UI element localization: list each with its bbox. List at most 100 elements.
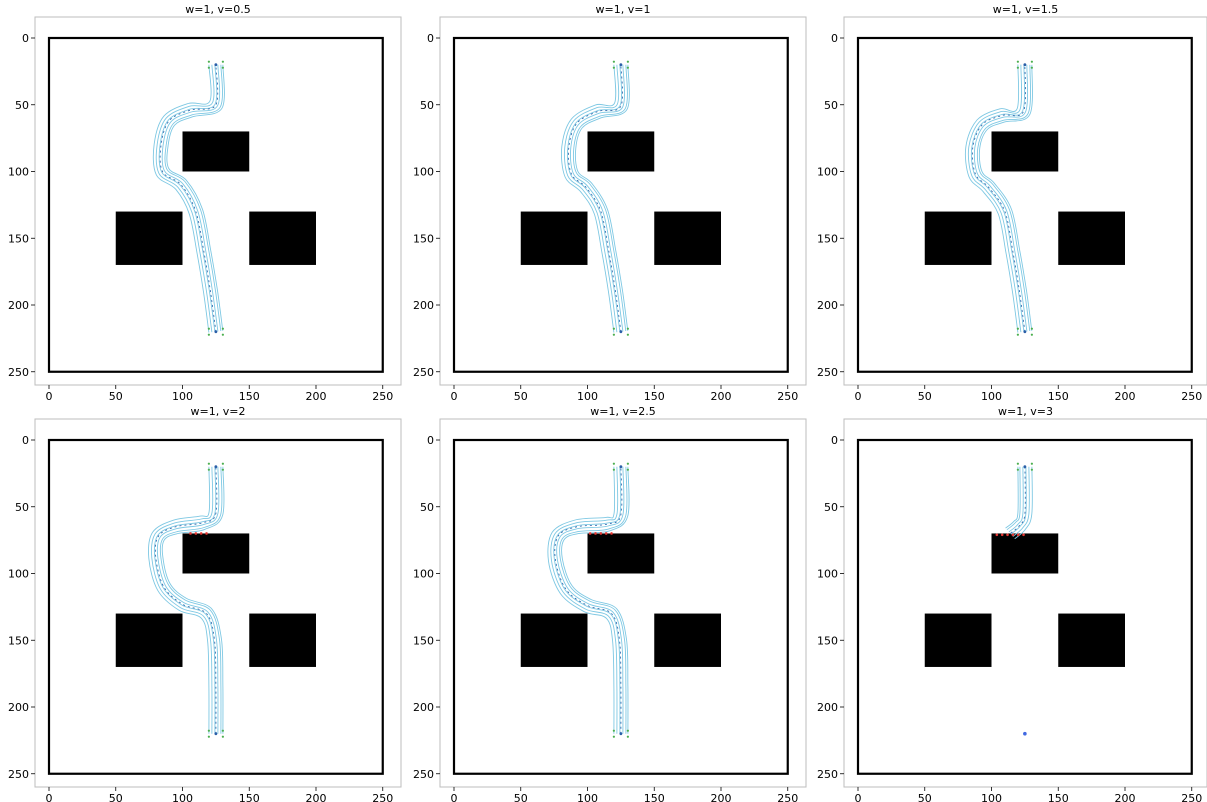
- trajectory-line-2: [967, 64, 1023, 333]
- collision-marker: [588, 532, 592, 535]
- x-tick-label: 150: [644, 792, 665, 802]
- x-tick-label: 100: [577, 792, 598, 802]
- trajectory-centerline: [554, 466, 623, 734]
- x-tick-label: 200: [711, 792, 732, 802]
- x-tick-label: 100: [577, 390, 598, 403]
- y-tick-label: 200: [413, 701, 434, 714]
- trajectory-line-1: [964, 64, 1020, 333]
- obstacle-1: [182, 131, 250, 172]
- trajectory-centerline: [568, 64, 623, 332]
- y-tick-label: 50: [420, 99, 434, 112]
- y-tick-label: 0: [831, 32, 838, 45]
- endpoint-marker: [1030, 333, 1033, 336]
- trajectory-line-3: [553, 466, 622, 734]
- trajectory-line-4: [1008, 466, 1024, 533]
- collision-marker: [610, 532, 613, 535]
- trajectory-line-6: [166, 64, 225, 331]
- map-boundary: [47, 438, 384, 775]
- trajectory-line-3: [1010, 466, 1027, 535]
- y-tick-label: 250: [8, 366, 29, 379]
- endpoint-marker: [221, 735, 224, 738]
- x-tick-label: 150: [644, 390, 665, 403]
- start-point: [1023, 330, 1027, 334]
- collision-marker: [199, 532, 203, 535]
- y-tick-label: 0: [427, 434, 434, 447]
- endpoint-marker: [1030, 60, 1033, 63]
- subplot-4: w=1, v=2 0 50 100 150 200 250 0 50 100 150 200 250: [8, 405, 402, 802]
- endpoint-marker: [626, 333, 629, 336]
- trajectory-line-4: [570, 64, 625, 332]
- collision-marker: [1011, 533, 1015, 537]
- y-tick-label: 100: [413, 166, 434, 179]
- x-tick-label: 50: [109, 792, 123, 802]
- collision-marker: [194, 532, 198, 535]
- endpoint-marker: [207, 327, 210, 330]
- trajectory-line-1: [152, 64, 212, 333]
- y-tick-label: 150: [8, 634, 29, 647]
- endpoint-marker: [1016, 468, 1019, 471]
- x-tick-label: 200: [1115, 792, 1136, 802]
- y-tick-label: 0: [831, 434, 838, 447]
- x-tick-label: 0: [451, 390, 458, 403]
- collision-marker: [1000, 533, 1004, 537]
- obstacle-2: [115, 613, 183, 667]
- subplot-title: w=1, v=3: [998, 405, 1053, 418]
- subplot-title: w=1, v=2: [191, 405, 246, 418]
- collision-marker: [205, 532, 208, 535]
- x-tick-label: 0: [46, 792, 53, 802]
- endpoint-marker: [1030, 327, 1033, 330]
- obstacle-2: [924, 613, 992, 667]
- x-tick-label: 50: [918, 390, 932, 403]
- trajectory-line-5: [559, 466, 628, 734]
- y-tick-label: 50: [15, 501, 29, 514]
- endpoint-marker: [221, 333, 224, 336]
- y-tick-label: 200: [413, 299, 434, 312]
- x-tick-label: 200: [711, 390, 732, 403]
- trajectory-line-4: [156, 466, 220, 734]
- obstacle-3: [654, 613, 721, 667]
- y-tick-label: 50: [824, 99, 838, 112]
- x-tick-label: 150: [239, 390, 260, 403]
- trajectory-line-3: [566, 64, 623, 332]
- trajectory-line-2: [1012, 466, 1030, 537]
- start-point: [214, 330, 218, 334]
- endpoint-marker: [626, 735, 629, 738]
- endpoint-marker: [612, 729, 615, 732]
- map-boundary: [856, 36, 1193, 373]
- axes-frame: [34, 16, 402, 386]
- y-tick-label: 100: [413, 568, 434, 581]
- x-tick-label: 50: [109, 390, 123, 403]
- goal-point: [214, 465, 218, 469]
- trajectory-line-5: [1006, 466, 1021, 531]
- obstacle-1: [182, 533, 250, 574]
- endpoint-marker: [221, 462, 224, 465]
- axes-frame: [843, 16, 1207, 386]
- y-tick-label: 150: [8, 232, 29, 245]
- y-tick-label: 150: [413, 232, 434, 245]
- map-boundary: [452, 36, 789, 373]
- endpoint-marker: [207, 333, 210, 336]
- trajectory-line-3: [158, 64, 218, 332]
- endpoint-marker: [612, 60, 615, 63]
- x-tick-label: 250: [777, 390, 798, 403]
- obstacle-3: [249, 211, 316, 265]
- collision-marker: [995, 533, 999, 537]
- x-tick-label: 200: [306, 792, 327, 802]
- trajectory-line-2: [563, 64, 620, 333]
- y-tick-label: 0: [427, 32, 434, 45]
- endpoint-marker: [207, 729, 210, 732]
- subplot-2: w=1, v=1 0 50 100 150 200 250 0 50 100 150 200 250: [413, 3, 807, 403]
- trajectory-line-4: [973, 64, 1029, 332]
- axes-frame: [843, 418, 1207, 788]
- trajectory-line-3: [970, 64, 1026, 332]
- endpoint-marker: [612, 735, 615, 738]
- trajectory-centerline: [159, 64, 219, 332]
- collision-marker: [1016, 533, 1020, 537]
- endpoint-marker: [626, 462, 629, 465]
- trajectory-line-6: [1005, 466, 1019, 529]
- endpoint-marker: [626, 66, 629, 69]
- endpoint-marker: [626, 468, 629, 471]
- x-tick-label: 250: [777, 792, 798, 802]
- endpoint-marker: [221, 327, 224, 330]
